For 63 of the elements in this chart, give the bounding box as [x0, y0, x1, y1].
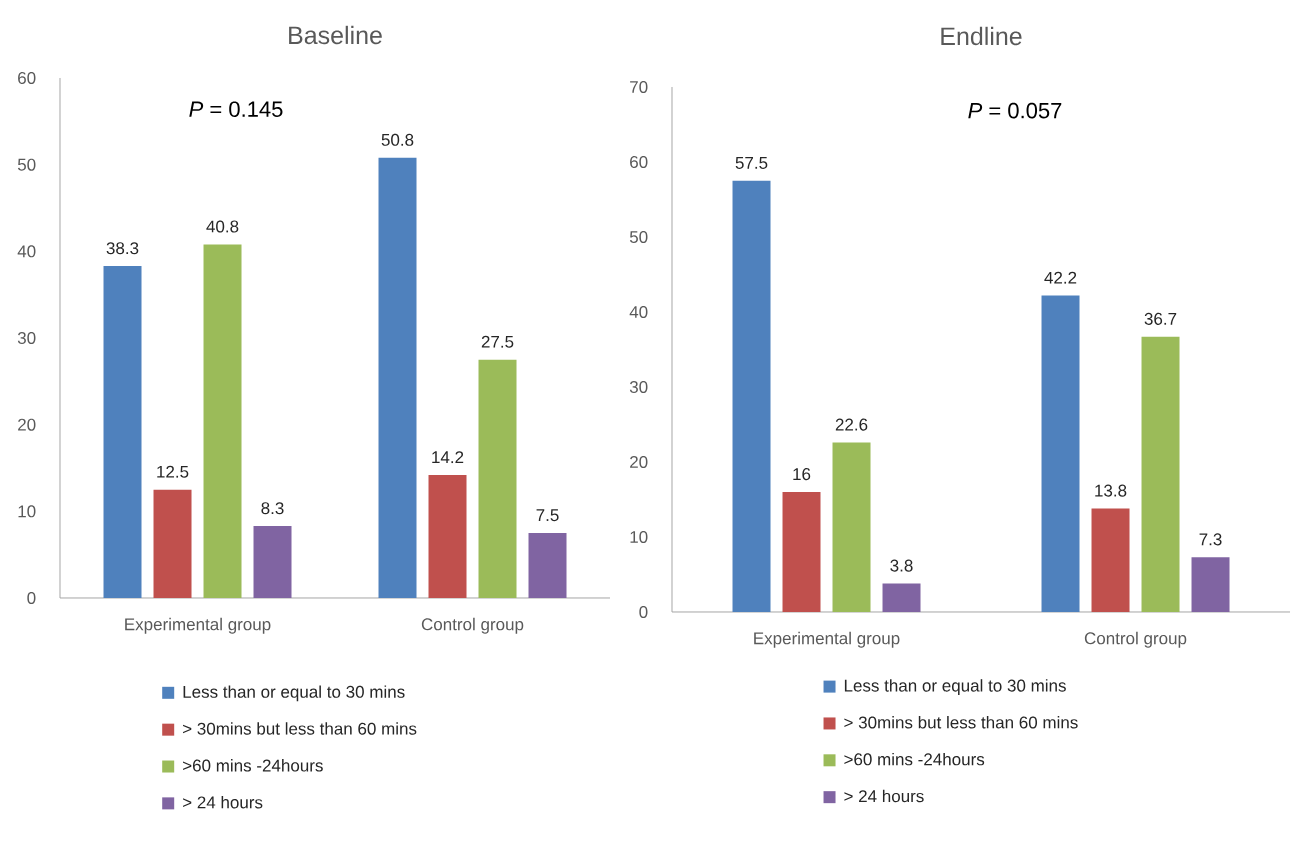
- y-tick-label: 0: [639, 605, 648, 619]
- legend-label: > 30mins but less than 60 mins: [183, 722, 417, 735]
- data-label: 8.3: [261, 502, 284, 515]
- x-tick-label: Experimental group: [754, 631, 900, 648]
- bar: [732, 180, 771, 612]
- y-tick-label: 40: [17, 245, 36, 258]
- bar: [882, 583, 921, 612]
- data-label: 42.2: [1044, 271, 1077, 284]
- bar: [153, 489, 192, 598]
- data-label: 50.8: [381, 133, 414, 146]
- bar: [1091, 508, 1130, 612]
- y-tick-label: 0: [27, 591, 36, 605]
- legend-label: >60 mins -24hours: [183, 759, 323, 772]
- data-label: 38.3: [106, 242, 139, 255]
- annotation: P = 0.145: [189, 101, 283, 117]
- legend-label: Less than or equal to 30 mins: [844, 679, 1066, 696]
- bar: [782, 491, 821, 612]
- y-tick-label: 50: [629, 230, 648, 244]
- legend-label: > 30mins but less than 60 mins: [844, 716, 1078, 729]
- chart-title: Baseline: [289, 25, 382, 45]
- y-tick-label: 30: [17, 331, 36, 345]
- bar: [428, 474, 467, 598]
- legend-label: Less than or equal to 30 mins: [183, 685, 405, 702]
- data-label: 36.7: [1144, 312, 1177, 325]
- y-tick-label: 60: [630, 155, 648, 169]
- bar: [1141, 336, 1180, 612]
- y-tick-label: 10: [18, 505, 36, 518]
- x-tick-label: Experimental group: [125, 617, 271, 634]
- y-tick-label: 60: [18, 71, 36, 85]
- y-tick-label: 40: [629, 305, 648, 319]
- y-tick-label: 70: [630, 80, 648, 94]
- data-label: 57.5: [735, 157, 768, 169]
- data-label: 40.8: [206, 220, 239, 233]
- y-tick-label: 20: [18, 418, 36, 431]
- x-tick-label: Control group: [421, 617, 524, 634]
- bar: [203, 244, 242, 598]
- y-tick-label: 30: [629, 380, 648, 394]
- legend-label: >60 mins -24hours: [844, 752, 985, 766]
- data-label: 3.8: [890, 559, 913, 572]
- data-label: 14.2: [432, 451, 464, 464]
- bar: [478, 359, 517, 598]
- bar: [253, 526, 292, 598]
- data-label: 7.5: [536, 509, 559, 522]
- bar: [1191, 557, 1230, 612]
- data-label: 13.8: [1095, 484, 1127, 497]
- data-label: 27.5: [481, 335, 514, 348]
- data-label: 7.3: [1199, 533, 1222, 546]
- data-label: 12.5: [157, 465, 189, 478]
- bar: [832, 442, 871, 612]
- legend-label: > 24 hours: [183, 795, 263, 809]
- y-tick-label: 10: [630, 530, 648, 544]
- annotation: P = 0.057: [968, 102, 1062, 119]
- bar: [1041, 295, 1080, 612]
- x-tick-label: Control group: [1084, 631, 1187, 648]
- chart-title: Endline: [941, 26, 1022, 46]
- data-label: 22.6: [835, 418, 868, 431]
- y-tick-label: 50: [17, 158, 36, 171]
- data-label: 16: [793, 468, 811, 481]
- bar: [103, 266, 142, 598]
- bar: [528, 532, 567, 598]
- bar: [378, 157, 417, 598]
- y-tick-label: 20: [630, 455, 648, 469]
- legend-label: > 24 hours: [844, 789, 924, 803]
